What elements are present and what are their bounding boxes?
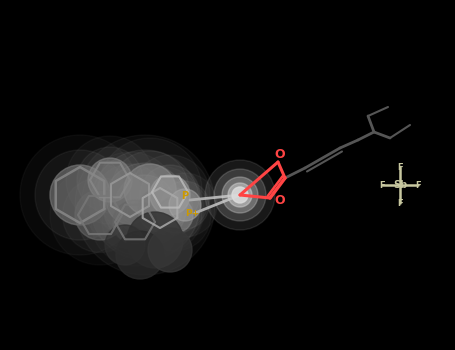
Circle shape: [35, 150, 125, 240]
Circle shape: [113, 200, 157, 244]
Circle shape: [103, 163, 187, 247]
Circle shape: [150, 175, 190, 215]
Circle shape: [148, 228, 192, 272]
Circle shape: [113, 200, 157, 244]
Circle shape: [138, 188, 182, 232]
Text: P+: P+: [185, 210, 199, 218]
Circle shape: [139, 179, 211, 251]
Circle shape: [88, 158, 132, 202]
Circle shape: [140, 165, 200, 225]
Text: O: O: [275, 195, 285, 208]
Circle shape: [82, 152, 178, 248]
Text: O: O: [275, 147, 285, 161]
Circle shape: [150, 175, 190, 215]
Circle shape: [116, 231, 164, 279]
Circle shape: [116, 166, 204, 254]
Circle shape: [102, 189, 168, 255]
Circle shape: [66, 136, 154, 224]
Circle shape: [50, 165, 150, 265]
Circle shape: [232, 187, 248, 203]
Circle shape: [98, 138, 202, 242]
Circle shape: [115, 175, 175, 235]
Circle shape: [124, 164, 176, 216]
Circle shape: [75, 135, 215, 275]
Circle shape: [88, 158, 132, 202]
Circle shape: [214, 169, 266, 221]
Circle shape: [106, 176, 154, 224]
Circle shape: [205, 160, 275, 230]
Circle shape: [161, 181, 209, 229]
Circle shape: [138, 188, 182, 232]
Circle shape: [148, 188, 202, 242]
Circle shape: [90, 150, 200, 260]
Circle shape: [77, 147, 143, 213]
Circle shape: [169, 189, 201, 221]
Circle shape: [20, 135, 140, 255]
Text: Sb: Sb: [393, 180, 407, 190]
Circle shape: [153, 173, 217, 237]
Circle shape: [130, 155, 210, 235]
Text: F: F: [415, 181, 421, 189]
Circle shape: [94, 164, 166, 236]
Text: F: F: [379, 181, 385, 189]
Circle shape: [111, 151, 189, 229]
Text: F: F: [397, 162, 403, 172]
Circle shape: [62, 177, 137, 252]
Circle shape: [124, 164, 176, 216]
Circle shape: [50, 165, 110, 225]
Circle shape: [228, 183, 252, 207]
Circle shape: [75, 190, 125, 240]
Circle shape: [222, 177, 258, 213]
Circle shape: [169, 189, 201, 221]
Circle shape: [106, 176, 154, 224]
Circle shape: [75, 190, 125, 240]
Circle shape: [127, 212, 183, 268]
Circle shape: [157, 197, 193, 233]
Text: P: P: [182, 191, 188, 201]
Circle shape: [127, 177, 193, 243]
Text: F: F: [397, 198, 403, 208]
Circle shape: [91, 178, 179, 266]
Circle shape: [50, 165, 110, 225]
Circle shape: [157, 197, 193, 233]
Circle shape: [105, 225, 145, 265]
